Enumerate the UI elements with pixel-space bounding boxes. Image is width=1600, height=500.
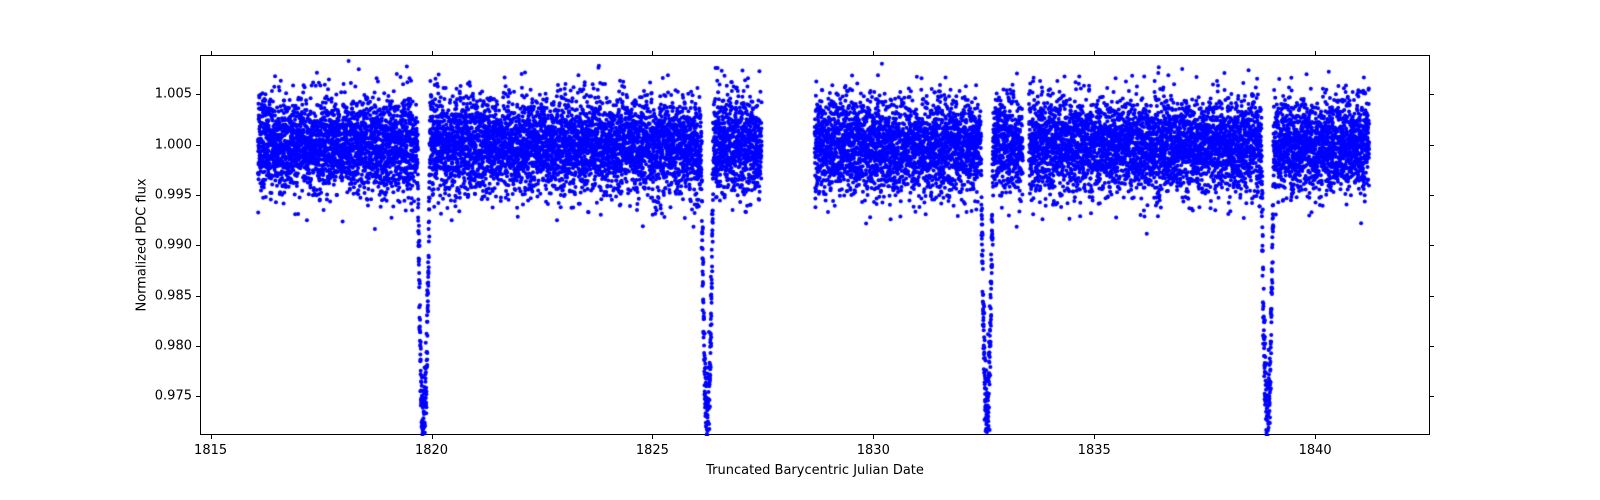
x-tick-mark bbox=[432, 51, 433, 55]
y-tick-label: 1.000 bbox=[152, 137, 192, 152]
y-tick-mark bbox=[196, 396, 200, 397]
y-tick-label: 0.975 bbox=[152, 389, 192, 404]
y-tick-label: 0.980 bbox=[152, 338, 192, 353]
y-tick-mark bbox=[1430, 94, 1434, 95]
y-tick-mark bbox=[1430, 245, 1434, 246]
x-tick-mark bbox=[432, 435, 433, 439]
y-tick-mark bbox=[196, 145, 200, 146]
scatter-canvas bbox=[201, 56, 1431, 436]
y-tick-mark bbox=[1430, 195, 1434, 196]
x-tick-label: 1830 bbox=[857, 443, 890, 458]
x-tick-label: 1820 bbox=[415, 443, 448, 458]
y-tick-mark bbox=[1430, 346, 1434, 347]
x-tick-mark bbox=[652, 51, 653, 55]
x-tick-mark bbox=[1094, 51, 1095, 55]
y-tick-label: 0.990 bbox=[152, 238, 192, 253]
y-tick-mark bbox=[196, 296, 200, 297]
figure: 1815 1820 1825 1830 1835 1840 0.975 0.980 0.985… bbox=[0, 0, 1600, 500]
x-tick-mark bbox=[211, 435, 212, 439]
y-axis-label: Normalized PDC flux bbox=[135, 178, 150, 311]
x-tick-label: 1825 bbox=[636, 443, 669, 458]
x-tick-mark bbox=[873, 51, 874, 55]
x-tick-mark bbox=[873, 435, 874, 439]
x-tick-label: 1835 bbox=[1078, 443, 1111, 458]
y-tick-label: 0.985 bbox=[152, 288, 192, 303]
x-tick-mark bbox=[1315, 51, 1316, 55]
x-axis-label: Truncated Barycentric Julian Date bbox=[706, 463, 924, 478]
y-tick-mark bbox=[196, 346, 200, 347]
y-tick-label: 1.005 bbox=[152, 87, 192, 102]
y-tick-mark bbox=[196, 94, 200, 95]
x-tick-mark bbox=[211, 51, 212, 55]
x-tick-label: 1840 bbox=[1299, 443, 1332, 458]
y-tick-mark bbox=[1430, 396, 1434, 397]
y-tick-mark bbox=[196, 195, 200, 196]
x-tick-label: 1815 bbox=[194, 443, 227, 458]
y-tick-mark bbox=[196, 245, 200, 246]
y-tick-mark bbox=[1430, 145, 1434, 146]
x-tick-mark bbox=[1315, 435, 1316, 439]
y-tick-label: 0.995 bbox=[152, 187, 192, 202]
y-tick-mark bbox=[1430, 296, 1434, 297]
x-tick-mark bbox=[652, 435, 653, 439]
plot-axes bbox=[200, 55, 1430, 435]
x-tick-mark bbox=[1094, 435, 1095, 439]
